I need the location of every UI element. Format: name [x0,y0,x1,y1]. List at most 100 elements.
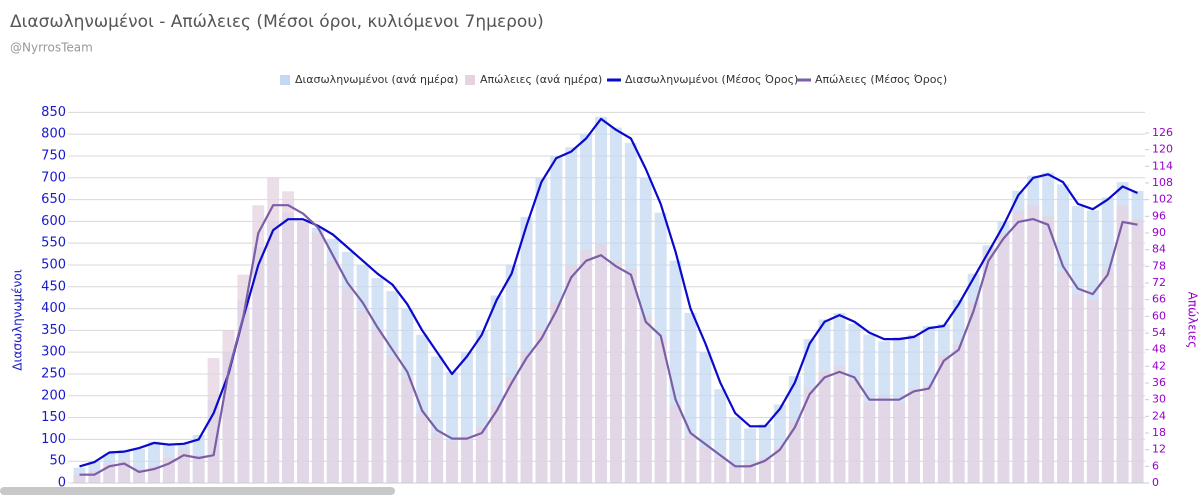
bar [580,249,593,483]
y2-tick-label: 90 [1152,226,1166,239]
bar [803,388,816,483]
bar [848,380,861,483]
bar [475,330,488,483]
y2-tick-label: 48 [1152,343,1166,356]
bar [773,446,786,483]
y-tick-label: 350 [41,323,66,338]
bar [669,260,682,483]
bar [1012,210,1025,483]
y2-tick-label: 0 [1152,476,1159,489]
bar [729,417,742,483]
y2-tick-label: 54 [1152,326,1166,339]
bar [431,356,444,483]
bar [654,338,667,483]
bar [1027,205,1040,483]
bar [535,330,548,483]
scrollbar[interactable] [0,487,395,495]
chart-subtitle: @NyrrosTeam [10,41,93,55]
bar [386,355,399,483]
legend-label[interactable]: Απώλειες (ανά ημέρα) [480,73,602,86]
bar [118,460,131,483]
bar [356,310,369,483]
legend-label[interactable]: Απώλειες (Μέσος Όρος) [815,73,947,86]
y-tick-label: 200 [41,388,66,403]
bar [788,421,801,483]
bar [490,295,503,483]
bar [371,330,384,483]
bar [103,463,116,483]
bar [982,249,995,483]
bar [1057,271,1069,483]
bar [460,352,473,483]
bar [550,302,563,483]
y2-tick-label: 12 [1152,443,1166,456]
y-tick-label: 550 [41,236,66,251]
y2-tick-label: 72 [1152,276,1166,289]
legend-swatch [465,75,475,85]
bar [759,424,771,483]
bar [341,288,354,483]
bar [818,371,831,483]
y-tick-label: 250 [41,366,66,381]
bar [699,352,712,483]
bar [893,402,906,483]
bar [1071,294,1084,483]
bar [729,466,742,483]
bar [624,269,637,483]
bar [714,458,727,483]
bar [88,471,101,483]
y-tick-label: 50 [49,454,66,469]
bar [222,330,235,483]
y2-tick-label: 114 [1152,159,1173,172]
bar [446,371,458,483]
bar [878,396,891,483]
bar [490,405,503,483]
bar [252,205,265,483]
bar [192,455,205,483]
legend-swatch [280,75,290,85]
bar [684,435,697,483]
y2-tick-label: 102 [1152,193,1173,206]
y2-tick-label: 24 [1152,409,1166,422]
y-tick-label: 700 [41,170,66,185]
bar [565,266,578,483]
bar [401,377,414,483]
y-tick-label: 500 [41,257,66,272]
bar [699,446,712,483]
chart-title: Διασωληνωμένοι - Απώλειες (Μέσοι όροι, κ… [10,12,544,32]
bar [148,466,160,483]
bar [773,404,786,483]
bar [609,260,622,483]
line [79,117,1138,468]
bar [684,312,697,483]
y-tick-label: 850 [41,105,66,120]
legend-label[interactable]: Διασωληνωμένοι (ανά ημέρα) [295,73,458,86]
bar [267,177,280,483]
bar [162,458,175,483]
bar [1101,269,1114,483]
bar [446,441,458,483]
y2-tick-label: 18 [1152,426,1166,439]
legend-label[interactable]: Διασωληνωμένοι (Μέσος Όρος) [625,73,798,86]
y-tick-label: 450 [41,279,66,294]
bar [669,405,682,483]
y-tick-label: 0 [58,476,66,491]
bar [297,219,309,483]
bar [311,233,324,483]
y-tick-label: 100 [41,432,66,447]
bar [505,377,518,483]
y2-tick-label: 84 [1152,243,1166,256]
bar [908,388,920,483]
bar [1131,219,1144,483]
bar [416,413,429,483]
bar [237,274,250,483]
y2-tick-label: 126 [1152,126,1173,139]
y-tick-label: 650 [41,192,66,207]
bar [997,233,1010,483]
bar [177,449,190,483]
y2-tick-label: 108 [1152,176,1173,189]
bar [133,469,146,483]
bar [133,448,146,483]
bar [505,264,518,483]
y2-tick-label: 120 [1152,143,1173,156]
